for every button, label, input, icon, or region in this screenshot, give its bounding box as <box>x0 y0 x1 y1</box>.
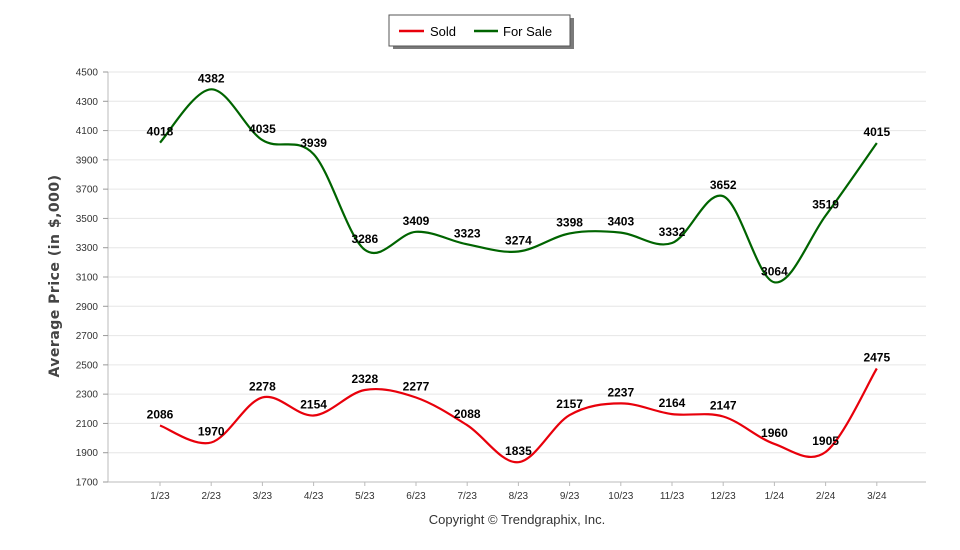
x-tick-label: 8/23 <box>509 491 529 502</box>
legend: Sold For Sale <box>388 14 574 49</box>
data-labels: 2086 1970 2278 2154 2328 2277 2088 1835 2157 2237… <box>147 71 891 458</box>
data-label-for-sale: 4382 <box>198 71 225 85</box>
y-tick-label: 1900 <box>76 448 99 459</box>
data-label-sold: 2154 <box>300 398 327 412</box>
data-label-for-sale: 3519 <box>812 198 839 212</box>
data-label-sold: 2147 <box>710 399 737 413</box>
y-tick-label: 4500 <box>76 68 99 79</box>
data-label-sold: 2475 <box>863 351 890 365</box>
data-label-sold: 2278 <box>249 379 276 393</box>
x-tick-label: 2/24 <box>816 491 836 502</box>
data-label-for-sale: 4015 <box>863 125 890 139</box>
x-tick-label: 5/23 <box>355 491 375 502</box>
data-label-sold: 2086 <box>147 407 174 421</box>
data-label-sold: 2328 <box>351 372 378 386</box>
y-tick-label: 3100 <box>76 273 99 284</box>
series-lines <box>159 88 878 464</box>
y-tick-label: 2300 <box>76 390 99 401</box>
data-label-sold: 2277 <box>403 380 430 394</box>
data-label-for-sale: 3403 <box>607 215 634 229</box>
data-label-for-sale: 3939 <box>300 136 327 150</box>
data-label-for-sale: 3323 <box>454 226 481 240</box>
x-tick-label: 7/23 <box>457 491 477 502</box>
data-label-sold: 2237 <box>607 385 634 399</box>
data-label-sold: 1960 <box>761 426 788 440</box>
y-tick-label: 1700 <box>76 478 99 489</box>
y-tick-label: 3700 <box>76 185 99 196</box>
data-label-for-sale: 3064 <box>761 264 788 278</box>
y-tick-label: 3500 <box>76 214 99 225</box>
data-label-sold: 1835 <box>505 444 532 458</box>
x-tick-label: 12/23 <box>711 491 736 502</box>
x-tick-label: 6/23 <box>406 491 426 502</box>
data-label-sold: 2164 <box>659 396 686 410</box>
legend-label-for-sale: For Sale <box>503 24 552 39</box>
x-axis-ticks: 1/23 2/23 3/23 4/23 5/23 6/23 7/23 8/23 9/23 10/2… <box>150 482 887 502</box>
y-tick-label: 2900 <box>76 302 99 313</box>
y-tick-label: 2500 <box>76 360 99 371</box>
x-tick-label: 1/24 <box>765 491 785 502</box>
x-tick-label: 11/23 <box>660 491 685 502</box>
y-tick-label: 4100 <box>76 126 99 137</box>
data-label-sold: 1905 <box>812 434 839 448</box>
x-tick-label: 2/23 <box>201 491 221 502</box>
x-tick-label: 3/23 <box>253 491 273 502</box>
data-label-for-sale: 3332 <box>659 225 686 239</box>
data-label-for-sale: 4018 <box>147 125 174 139</box>
y-tick-label: 2700 <box>76 331 99 342</box>
series-line-for-sale <box>159 88 878 284</box>
grid-lines <box>108 71 926 483</box>
legend-label-sold: Sold <box>430 24 456 39</box>
x-tick-label: 4/23 <box>304 491 324 502</box>
data-label-for-sale: 3398 <box>556 215 583 229</box>
series-line-sold <box>159 367 878 464</box>
data-label-for-sale: 4035 <box>249 122 276 136</box>
y-tick-label: 4300 <box>76 97 99 108</box>
y-tick-label: 2100 <box>76 419 99 430</box>
data-label-sold: 1970 <box>198 424 225 438</box>
y-axis-title: Average Price (in $,000) <box>47 174 63 377</box>
x-tick-label: 3/24 <box>867 491 887 502</box>
copyright-text: Copyright © Trendgraphix, Inc. <box>429 512 606 527</box>
data-label-for-sale: 3409 <box>403 214 430 228</box>
x-tick-label: 10/23 <box>608 491 633 502</box>
data-label-for-sale: 3274 <box>505 234 532 248</box>
data-label-for-sale: 3286 <box>351 232 378 246</box>
data-label-for-sale: 3652 <box>710 178 737 192</box>
y-tick-label: 3900 <box>76 155 99 166</box>
y-tick-label: 3300 <box>76 243 99 254</box>
x-tick-label: 9/23 <box>560 491 580 502</box>
x-tick-label: 1/23 <box>150 491 170 502</box>
y-axis-ticks: 1700 1900 2100 2300 2500 2700 2900 3100 3300 3500… <box>76 68 108 489</box>
data-label-sold: 2088 <box>454 407 481 421</box>
data-label-sold: 2157 <box>556 397 583 411</box>
